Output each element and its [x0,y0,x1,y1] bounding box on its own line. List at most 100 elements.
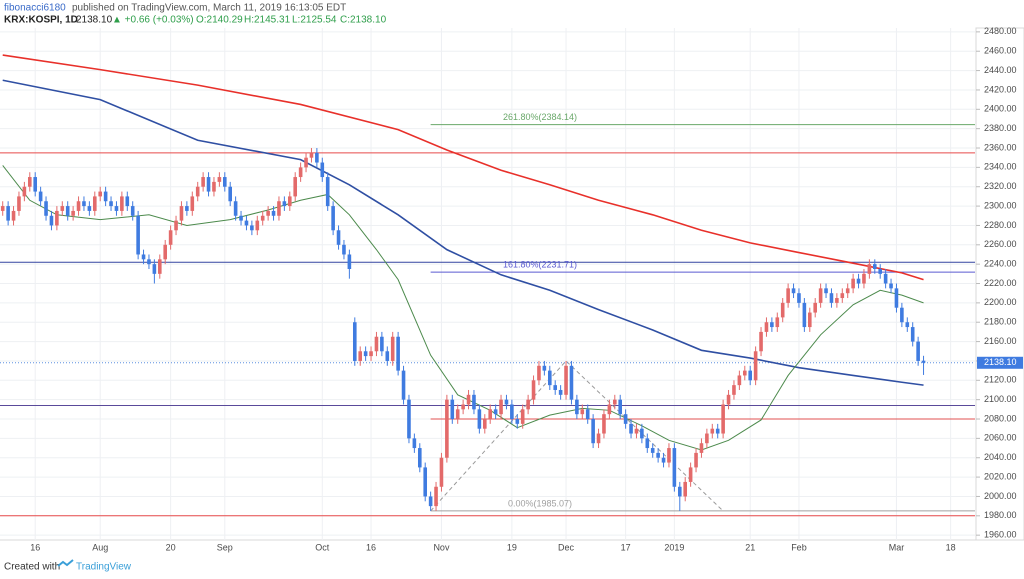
y-tick-label: 2220.00 [984,278,1017,288]
candle-body [623,414,628,424]
candle-body [358,351,363,361]
candle-body [629,423,633,434]
y-tick-label: 2080.00 [984,413,1017,423]
candle-body [212,181,216,192]
candle-body [369,351,373,357]
candle-body [33,177,38,192]
candle-body [694,452,698,468]
y-tick-label: 2300.00 [984,200,1017,210]
candle-body [190,196,195,211]
candle-body [352,322,357,361]
brand-logo [57,559,74,567]
candle-body [840,293,845,299]
candle-body [650,448,655,453]
candle-body [342,244,346,255]
candle-body [797,293,801,303]
ohlc-item: C:2138.10 [340,15,387,26]
y-tick-label: 2480.00 [984,26,1017,36]
candle-body [168,230,173,245]
candle-body [434,486,438,507]
candle-body [11,210,16,221]
x-tick-label: 17 [621,542,631,552]
x-tick-label: 16 [30,542,40,552]
candle-body [661,457,666,463]
candle-body [472,394,476,410]
candle-body [445,399,449,458]
candle-body [325,177,330,207]
candle-body [894,288,899,308]
x-tick-label: 19 [507,542,517,552]
candle-body [27,177,32,187]
candle-body [672,448,677,487]
candle-body [412,438,417,449]
candle-body [640,428,644,439]
candle-body [82,201,86,207]
candle-body [217,177,222,182]
y-tick-label: 1960.00 [984,530,1017,540]
candle-body [791,288,796,294]
candle-body [526,399,530,410]
x-tick-label: Aug [92,542,108,552]
candle-body [688,467,693,482]
candle-body [423,467,428,497]
candle-body [22,186,27,197]
candle-body [889,283,893,289]
change: ▲ +0.66 (+0.03%) [112,15,194,26]
candle-body [878,268,883,274]
candle-body [244,220,249,226]
candle-body [710,428,715,434]
x-tick-label: Nov [433,542,450,552]
candle-body [6,206,10,221]
candle-body [921,360,926,363]
footer-brand[interactable]: TradingView [76,562,132,573]
published-note: published on TradingView.com, March 11, … [72,3,346,14]
y-tick-label: 2400.00 [984,104,1017,114]
candle-body [542,365,547,371]
candle-body [304,157,308,168]
candle-body [228,186,233,202]
candle-body [266,210,270,216]
candle-body [320,162,325,178]
candle-body [417,448,422,468]
candle-body [677,486,682,497]
candle-body [824,288,828,294]
candle-body [271,210,276,216]
candle-body [92,196,97,211]
candle-body [537,365,541,381]
candle-body [374,336,379,352]
ohlc-item: O:2140.29 [196,15,243,26]
candle-body [602,414,606,434]
axes: 1960.00 1980.00 2000.00 2020.00 2040.00 2060.… [30,26,1023,552]
candle-body [49,215,54,226]
candle-body [65,206,70,216]
moving-average [2,54,924,281]
candle-body [786,288,790,303]
candle-body [715,428,720,434]
candle-body [44,201,48,216]
fib-trend [430,360,724,512]
candle-body [163,244,168,260]
candle-body [428,496,433,507]
candle-body [596,433,601,444]
candle-body [120,196,124,211]
y-tick-label: 2440.00 [984,65,1017,75]
candle-body [103,191,108,202]
candle-body [905,322,910,328]
candle-body [407,399,411,439]
candle-body [634,428,639,434]
y-tick-label: 2460.00 [984,46,1017,56]
candle-body [553,385,558,390]
candle-body [737,375,742,386]
candle-body [780,302,785,318]
y-tick-label: 2260.00 [984,239,1017,249]
last-price-tag [977,356,1023,369]
candle-body [493,409,498,415]
x-tick-label: 16 [366,542,376,552]
candle-body [683,481,688,497]
candle-body [109,201,113,207]
candle-body [835,298,839,303]
symbol: KRX:KOSPI, 1D [4,15,78,26]
candle-body [515,419,520,424]
candle-body [667,448,671,463]
